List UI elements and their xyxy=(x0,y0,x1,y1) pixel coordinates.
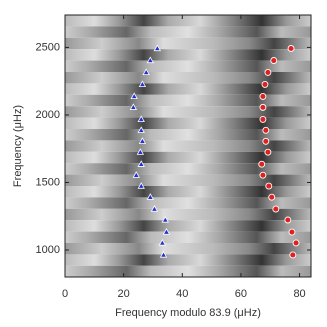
background-row xyxy=(65,117,311,129)
circle-marker xyxy=(289,251,297,259)
triangle-marker xyxy=(142,68,150,75)
x-axis-label: Frequency modulo 83.9 (μHz) xyxy=(115,307,261,319)
triangle-marker xyxy=(159,250,168,258)
triangle-marker xyxy=(161,215,169,223)
background-row xyxy=(65,197,311,209)
background-row xyxy=(65,151,311,164)
x-tick-label: 80 xyxy=(293,288,305,300)
background-row xyxy=(65,186,311,198)
triangle-marker xyxy=(137,126,145,133)
triangle-marker xyxy=(129,103,137,110)
circle-marker xyxy=(259,115,267,123)
circle-marker xyxy=(261,80,269,88)
triangle-marker xyxy=(137,182,145,189)
background-row xyxy=(65,106,311,118)
background-row xyxy=(65,220,311,232)
plot-frame xyxy=(64,14,312,278)
triangle-marker xyxy=(130,92,138,100)
triangle-marker xyxy=(138,137,147,144)
background-row xyxy=(65,72,311,84)
y-tick-label: 1000 xyxy=(36,244,60,256)
y-axis-label: Frequency (μHz) xyxy=(12,105,24,187)
x-tick-label: 60 xyxy=(235,288,247,300)
y-tick-label: 2500 xyxy=(36,41,60,53)
circle-marker xyxy=(258,160,266,168)
y-tick-label: 1500 xyxy=(36,176,60,188)
background-image xyxy=(65,15,311,277)
background-row xyxy=(65,174,311,186)
circle-marker xyxy=(262,126,270,134)
background-row xyxy=(65,163,311,175)
background-row xyxy=(65,83,311,95)
background-row xyxy=(65,60,311,72)
triangle-marker xyxy=(137,115,145,122)
x-tick-label: 40 xyxy=(176,288,188,300)
circle-marker xyxy=(265,182,273,190)
circle-marker xyxy=(264,68,272,76)
triangle-marker xyxy=(150,205,159,212)
circle-marker xyxy=(268,193,276,201)
circle-marker xyxy=(259,92,267,100)
background-row xyxy=(65,94,311,107)
triangle-marker xyxy=(137,160,145,167)
circle-marker xyxy=(287,45,295,52)
triangle-marker xyxy=(146,56,155,64)
triangle-marker xyxy=(132,171,140,178)
background-row xyxy=(65,129,311,141)
circle-marker xyxy=(262,137,270,145)
circle-marker xyxy=(270,57,278,64)
circle-marker xyxy=(259,103,267,111)
circle-marker xyxy=(288,228,296,236)
triangle-marker xyxy=(153,44,162,52)
triangle-marker xyxy=(138,80,147,88)
background-row xyxy=(65,243,311,255)
background-row xyxy=(65,26,311,38)
circle-marker xyxy=(259,171,267,179)
circle-marker xyxy=(264,148,272,156)
background-row xyxy=(65,37,311,50)
circle-marker xyxy=(292,239,300,247)
background-row xyxy=(65,15,311,27)
triangle-marker xyxy=(162,228,171,235)
x-tick-label: 20 xyxy=(118,288,130,300)
background-row xyxy=(65,265,311,277)
circle-marker xyxy=(272,205,280,213)
background-row xyxy=(65,254,311,266)
background-row xyxy=(65,208,311,221)
triangle-marker xyxy=(158,238,167,246)
y-tick-label: 2000 xyxy=(36,109,60,121)
x-tick-label: 0 xyxy=(62,288,68,300)
triangle-marker xyxy=(136,148,145,155)
background-row xyxy=(65,49,311,61)
background-row xyxy=(65,140,311,152)
background-row xyxy=(65,231,311,243)
triangle-marker xyxy=(146,193,155,200)
circle-marker xyxy=(284,216,292,224)
